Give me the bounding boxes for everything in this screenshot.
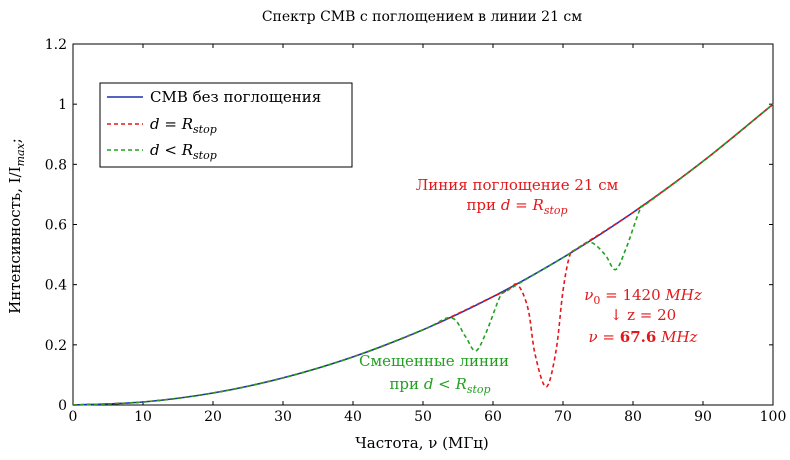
x-tick-label: 0 — [69, 409, 78, 425]
chart-title: Спектр СМВ с поглощением в линии 21 см — [262, 9, 582, 25]
series-layer — [72, 103, 774, 406]
y-axis-label: Интенсивность, I/Imax; — [6, 138, 27, 314]
y-tick-label: 1 — [58, 97, 67, 113]
annotation-frequency: ν0 = 1420 MHz ↓ z = 20 ν = 67.6 MHz — [584, 286, 702, 346]
x-tick-label: 100 — [760, 409, 787, 425]
legend-label-d-equal: d = Rstop — [150, 115, 217, 136]
annotation-shifted-line1: Смещенные линии — [359, 352, 509, 370]
annotation-shifted: Смещенные линии при d < Rstop — [359, 352, 509, 396]
annotation-nu0: ν0 = 1420 MHz — [584, 286, 702, 307]
x-tick-label: 10 — [134, 409, 152, 425]
y-tick-label: 0.4 — [45, 278, 67, 294]
x-tick-label: 20 — [204, 409, 222, 425]
annotation-shifted-line2: при d < Rstop — [389, 375, 490, 396]
y-ticks: 0 0.2 0.4 0.6 0.8 1 1.2 — [45, 37, 773, 414]
x-tick-label: 50 — [414, 409, 432, 425]
x-ticks: 0 10 20 30 40 50 60 70 80 90 100 — [69, 44, 787, 425]
y-tick-label: 0.2 — [45, 338, 67, 354]
legend-label-cmb: СМВ без поглощения — [150, 88, 321, 106]
annotation-absorption: Линия поглощение 21 см при d = Rstop — [416, 176, 619, 217]
legend: СМВ без поглощения d = Rstop d < Rstop — [99, 82, 353, 168]
annotation-redshift: ↓ z = 20 — [610, 306, 676, 324]
y-tick-label: 0.6 — [45, 218, 67, 234]
y-tick-label: 0 — [58, 398, 67, 414]
x-tick-label: 90 — [694, 409, 712, 425]
annotation-absorption-line2: при d = Rstop — [466, 196, 567, 217]
x-axis-label: Частота, ν (МГц) — [355, 434, 489, 452]
x-tick-label: 40 — [344, 409, 362, 425]
x-tick-label: 30 — [274, 409, 292, 425]
annotation-nu: ν = 67.6 MHz — [589, 328, 698, 346]
x-tick-label: 70 — [554, 409, 572, 425]
annotation-absorption-line1: Линия поглощение 21 см — [416, 176, 619, 194]
series-d-less — [72, 103, 774, 406]
legend-label-d-less: d < Rstop — [150, 141, 217, 162]
x-tick-label: 80 — [624, 409, 642, 425]
y-tick-label: 0.8 — [45, 157, 67, 173]
x-tick-label: 60 — [484, 409, 502, 425]
y-tick-label: 1.2 — [45, 37, 67, 53]
